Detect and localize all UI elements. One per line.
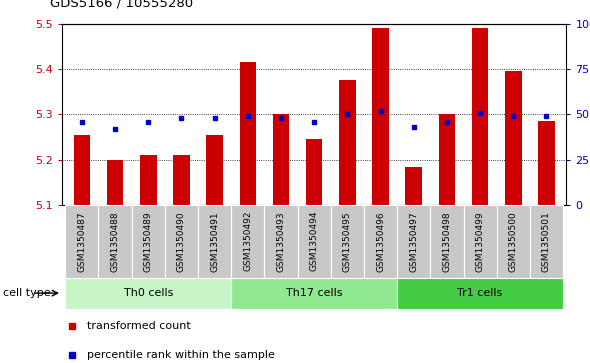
Bar	[405, 167, 422, 205]
Bar	[231, 205, 264, 278]
Bar	[339, 80, 356, 205]
Text: cell type: cell type	[3, 288, 51, 298]
Bar	[372, 28, 389, 205]
Bar	[198, 205, 231, 278]
Bar	[297, 205, 331, 278]
Text: GSM1350497: GSM1350497	[409, 211, 418, 272]
Bar	[438, 114, 455, 205]
Bar	[165, 205, 198, 278]
Text: GDS5166 / 10555280: GDS5166 / 10555280	[50, 0, 194, 9]
Text: GSM1350490: GSM1350490	[177, 211, 186, 272]
Bar	[538, 121, 555, 205]
Text: GSM1350489: GSM1350489	[144, 211, 153, 272]
Bar	[206, 135, 223, 205]
Bar	[140, 155, 156, 205]
Text: GSM1350492: GSM1350492	[243, 211, 253, 272]
Bar	[364, 205, 397, 278]
Text: Th0 cells: Th0 cells	[123, 288, 173, 298]
Bar	[430, 205, 464, 278]
Text: GSM1350493: GSM1350493	[277, 211, 286, 272]
Bar	[231, 278, 397, 309]
Bar	[74, 135, 90, 205]
Bar	[65, 278, 231, 309]
Bar	[530, 205, 563, 278]
Bar	[331, 205, 364, 278]
Text: GSM1350488: GSM1350488	[110, 211, 120, 272]
Bar	[173, 155, 190, 205]
Text: GSM1350499: GSM1350499	[476, 211, 484, 272]
Bar	[306, 139, 323, 205]
Text: GSM1350494: GSM1350494	[310, 211, 319, 272]
Bar	[107, 160, 123, 205]
Bar	[464, 205, 497, 278]
Bar	[505, 71, 522, 205]
Bar	[397, 205, 430, 278]
Text: GSM1350491: GSM1350491	[210, 211, 219, 272]
Text: GSM1350495: GSM1350495	[343, 211, 352, 272]
Bar	[273, 114, 289, 205]
Text: percentile rank within the sample: percentile rank within the sample	[87, 350, 275, 360]
Bar	[497, 205, 530, 278]
Bar	[397, 278, 563, 309]
Text: GSM1350487: GSM1350487	[77, 211, 86, 272]
Text: GSM1350496: GSM1350496	[376, 211, 385, 272]
Bar	[132, 205, 165, 278]
Bar	[240, 62, 256, 205]
Text: GSM1350500: GSM1350500	[509, 211, 518, 272]
Text: Tr1 cells: Tr1 cells	[457, 288, 503, 298]
Text: GSM1350498: GSM1350498	[442, 211, 451, 272]
Bar	[65, 205, 99, 278]
Bar	[264, 205, 297, 278]
Bar	[99, 205, 132, 278]
Bar	[472, 28, 489, 205]
Text: transformed count: transformed count	[87, 321, 191, 331]
Text: GSM1350501: GSM1350501	[542, 211, 551, 272]
Text: Th17 cells: Th17 cells	[286, 288, 342, 298]
